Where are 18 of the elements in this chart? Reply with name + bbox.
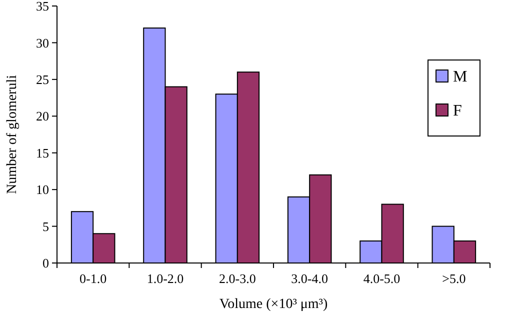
- y-tick-label: 5: [42, 218, 49, 234]
- legend-label: F: [453, 102, 462, 120]
- x-tick-label: 4.0-5.0: [363, 271, 400, 286]
- x-tick-label: >5.0: [442, 271, 466, 286]
- y-tick-label: 10: [36, 182, 49, 198]
- x-axis-title: Volume (×10³ μm³): [219, 297, 328, 312]
- y-tick-label: 35: [36, 0, 49, 14]
- x-tick-label: 3.0-4.0: [291, 271, 328, 286]
- y-tick-label: 25: [36, 72, 49, 87]
- y-tick-label: 30: [36, 35, 49, 50]
- y-axis-title: Number of glomeruli: [5, 74, 20, 194]
- x-tick-label: 1.0-2.0: [146, 271, 184, 286]
- y-tick-label: 20: [36, 108, 49, 124]
- legend-label: M: [453, 68, 468, 86]
- y-tick-label: 0: [42, 256, 49, 271]
- x-tick-label: 0-1.0: [80, 271, 107, 286]
- x-tick-label: 2.0-3.0: [218, 271, 256, 286]
- y-tick-label: 15: [36, 145, 49, 160]
